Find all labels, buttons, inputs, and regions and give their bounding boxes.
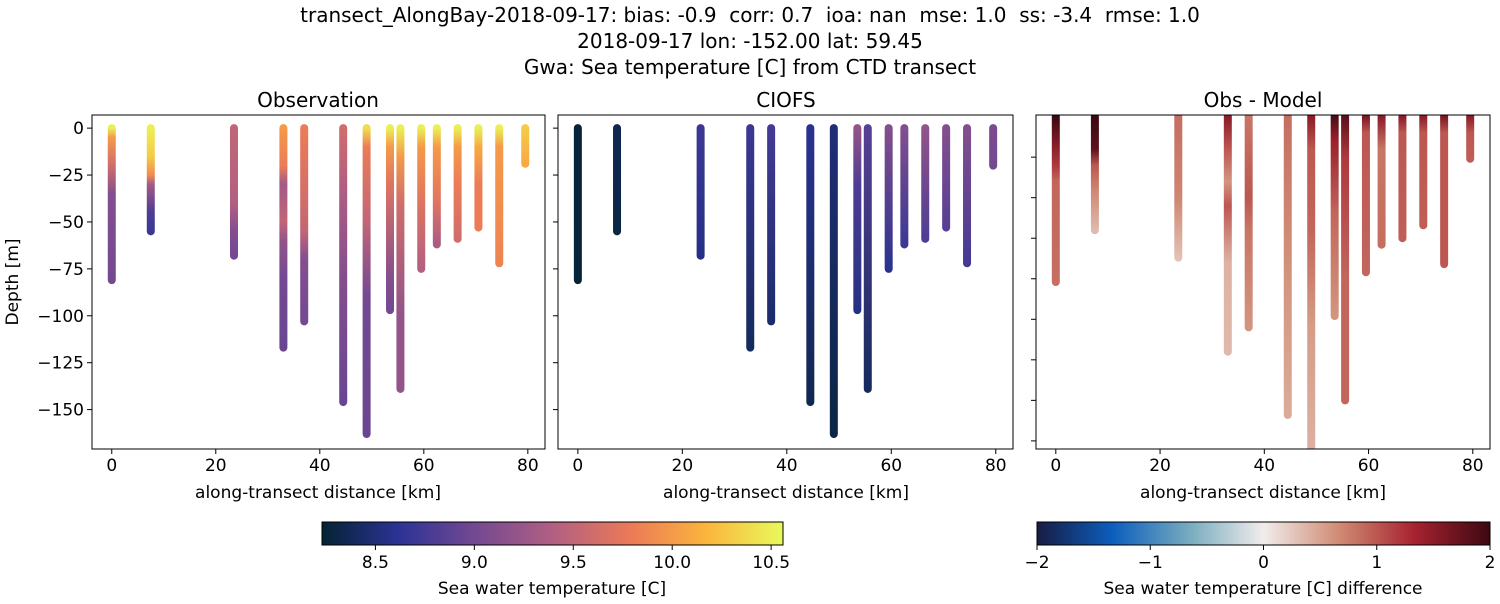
x-tick-label: 40	[309, 456, 331, 476]
colorbar-tick-label: −2	[1024, 553, 1049, 573]
colorbar-tick-label: 9.5	[560, 553, 587, 573]
colorbar-tick-label: 2	[1485, 553, 1496, 573]
x-tick-label: 20	[1149, 456, 1171, 476]
y-tick-label: −100	[37, 307, 84, 327]
x-tick-label: 0	[106, 456, 117, 476]
casts	[112, 128, 525, 434]
colorbar-tick-label: 8.5	[362, 553, 389, 573]
colorbar-tick-label: −1	[1138, 553, 1163, 573]
colorbar-tick-label: 9.0	[461, 553, 488, 573]
y-tick-label: −75	[48, 260, 84, 280]
temperature-colorbar: Sea water temperature [C] 8.5 9.0 9.5 10.0 1…	[322, 522, 790, 599]
colorbar-gradient	[322, 522, 783, 545]
x-tick-label: 0	[1050, 456, 1061, 476]
figure-title-line-3: Gwa: Sea temperature [C] from CTD transe…	[524, 55, 976, 79]
y-tick-label: −25	[48, 166, 84, 186]
y-tick-label: −125	[37, 354, 84, 374]
x-tick-label: 80	[517, 456, 539, 476]
y-tick-label: 0	[73, 119, 84, 139]
x-tick-label: 40	[776, 456, 798, 476]
colorbar-tick-label: 0	[1258, 553, 1269, 573]
x-axis-label: along-transect distance [km]	[195, 483, 441, 503]
colorbar-label: Sea water temperature [C] difference	[1103, 579, 1422, 599]
x-tick-label: 80	[1462, 456, 1484, 476]
x-tick-label: 40	[1253, 456, 1275, 476]
colorbar-tick-label: 1	[1371, 553, 1382, 573]
x-tick-label: 60	[1358, 456, 1380, 476]
difference-colorbar: Sea water temperature [C] difference −2 −…	[1024, 522, 1495, 599]
panel-title: Obs - Model	[1204, 88, 1323, 112]
y-tick-label: −50	[48, 213, 84, 233]
panel-title: Observation	[257, 88, 379, 112]
figure-title-line-1: transect_AlongBay-2018-09-17: bias: -0.9…	[300, 3, 1200, 27]
panel-title: CIOFS	[756, 88, 815, 112]
casts	[578, 128, 993, 434]
colorbar-tick-label: 10.0	[653, 553, 691, 573]
figure-title-line-2: 2018-09-17 lon: -152.00 lat: 59.45	[577, 29, 923, 53]
observation-panel: Observation along-transect distance [km]…	[3, 88, 545, 503]
x-tick-label: 20	[672, 456, 694, 476]
colorbar-tick-label: 10.5	[752, 553, 790, 573]
colorbar-label: Sea water temperature [C]	[438, 579, 666, 599]
x-axis-label: along-transect distance [km]	[663, 483, 909, 503]
casts	[1056, 117, 1470, 457]
y-axis-label: Depth [m]	[3, 238, 23, 325]
x-tick-label: 60	[413, 456, 435, 476]
x-tick-label: 80	[985, 456, 1007, 476]
y-tick-label: −150	[37, 401, 84, 421]
x-tick-label: 0	[572, 456, 583, 476]
ciofs-panel: CIOFS along-transect distance [km] 0 20 40…	[553, 88, 1013, 503]
obs-minus-model-panel: Obs - Model along-transect distance [km]…	[1031, 88, 1490, 503]
colorbar-gradient	[1037, 522, 1490, 545]
x-axis-label: along-transect distance [km]	[1140, 483, 1386, 503]
x-tick-label: 20	[205, 456, 227, 476]
x-tick-label: 60	[880, 456, 902, 476]
